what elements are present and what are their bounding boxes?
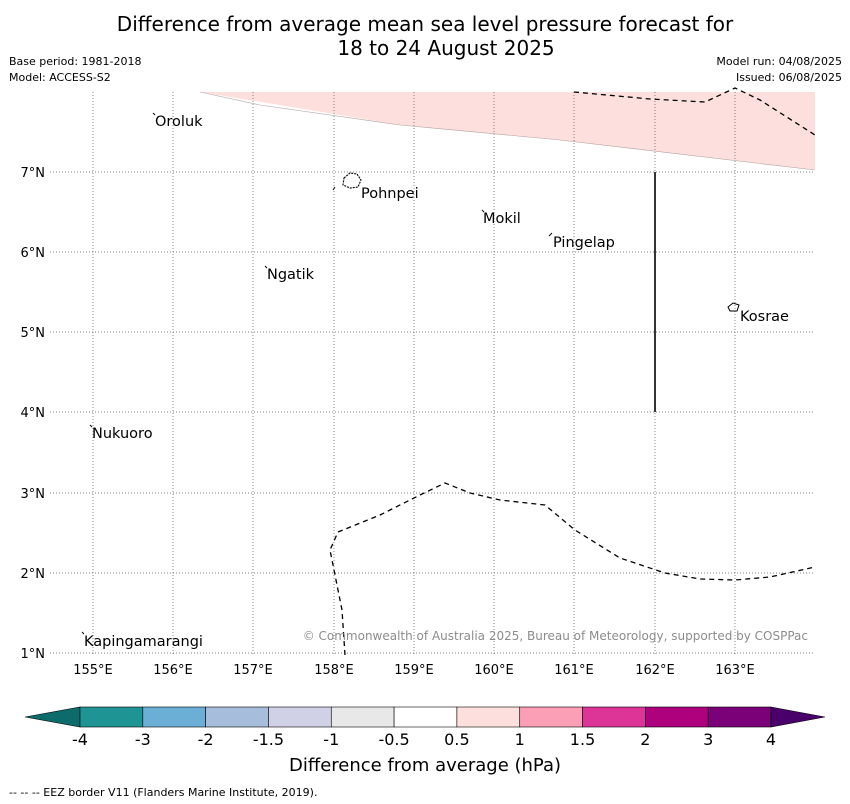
colorbar-segment	[79, 706, 144, 728]
colorbar-segment	[393, 706, 458, 728]
colorbar-segment	[205, 706, 269, 728]
colorbar-segment	[330, 706, 395, 728]
map: Oroluk Pohnpei Mokil Pingelap Ngatik Kos…	[21, 87, 816, 678]
colorbar-tick-label: 0.5	[444, 730, 470, 749]
place-label: Nukuoro	[92, 426, 153, 442]
lat-tick-labels: 7°N 6°N 5°N 4°N 3°N 2°N 1°N	[21, 166, 46, 662]
lat-tick: 6°N	[21, 246, 46, 261]
colorbar-tick-label: 3	[703, 730, 714, 749]
colorbar-tick-label: 1	[514, 730, 525, 749]
atoll-markers	[81, 112, 553, 635]
meta-right: Model run: 04/08/2025 Issued: 06/08/2025	[716, 54, 842, 86]
title-line-2: 18 to 24 August 2025	[337, 36, 555, 60]
colorbar-segment	[582, 706, 646, 728]
place-label: Pingelap	[553, 235, 615, 251]
lon-tick: 157°E	[233, 663, 273, 678]
base-period: Base period: 1981-2018	[9, 55, 142, 68]
map-title: Difference from average mean sea level p…	[0, 12, 850, 60]
lat-tick: 4°N	[21, 406, 46, 421]
colorbar-tick-label: -2	[197, 730, 214, 749]
copyright-credit: © Commonwealth of Australia 2025, Bureau…	[303, 629, 808, 643]
colorbar-segment	[707, 706, 772, 728]
colorbar-segments	[24, 706, 826, 728]
pohnpei-island	[342, 172, 362, 189]
colorbar-title: Difference from average (hPa)	[288, 755, 562, 776]
title-line-1: Difference from average mean sea level p…	[116, 12, 734, 36]
lon-tick: 163°E	[715, 663, 755, 678]
colorbar	[24, 706, 826, 728]
lat-tick: 2°N	[21, 567, 46, 582]
meta-left: Base period: 1981-2018 Model: ACCESS-S2	[9, 54, 141, 86]
colorbar-segment	[268, 706, 332, 728]
kosrae-island	[727, 302, 740, 312]
place-label: Oroluk	[155, 114, 203, 130]
lon-tick: 160°E	[474, 663, 514, 678]
lat-tick: 1°N	[21, 647, 46, 662]
graticule	[50, 92, 815, 655]
model-name: Model: ACCESS-S2	[9, 71, 111, 84]
eez-footnote: -- -- -- EEZ border V11 (Flanders Marine…	[9, 786, 318, 799]
lat-tick: 7°N	[21, 166, 46, 181]
place-label: Pohnpei	[361, 186, 419, 202]
lon-tick: 161°E	[554, 663, 594, 678]
place-label: Mokil	[483, 211, 521, 227]
positive-anomaly-region	[200, 92, 815, 170]
colorbar-segment	[456, 706, 521, 728]
lon-tick: 155°E	[73, 663, 113, 678]
colorbar-segment	[142, 706, 206, 728]
colorbar-tick-label: -1.5	[252, 730, 285, 749]
eez-borders	[329, 87, 816, 656]
lon-tick: 162°E	[635, 663, 675, 678]
place-label: Kapingamarangi	[84, 634, 203, 650]
colorbar-tick-label: -1	[323, 730, 340, 749]
place-label: Kosrae	[740, 309, 789, 325]
colorbar-arrow-low	[24, 706, 81, 728]
colorbar-tick-label: -3	[134, 730, 151, 749]
lon-tick: 159°E	[394, 663, 434, 678]
lat-tick: 3°N	[21, 487, 46, 502]
lon-tick-labels: 155°E 156°E 157°E 158°E 159°E 160°E 161°…	[73, 663, 755, 678]
lon-tick: 158°E	[314, 663, 354, 678]
colorbar-tick-label: 1.5	[569, 730, 596, 749]
colorbar-tick-label: 2	[640, 730, 651, 749]
colorbar-tick-label: -0.5	[378, 730, 410, 749]
model-run: Model run: 04/08/2025	[716, 55, 842, 68]
lat-tick: 5°N	[21, 326, 46, 341]
anomaly-region-edge	[199, 91, 816, 171]
place-label: Ngatik	[267, 267, 315, 283]
colorbar-tick-label: 4	[765, 730, 777, 749]
lon-tick: 156°E	[153, 663, 193, 678]
colorbar-arrow-high	[770, 706, 826, 728]
colorbar-tick-label: -4	[72, 730, 88, 749]
issued-date: Issued: 06/08/2025	[735, 71, 842, 84]
colorbar-segment	[645, 706, 709, 728]
colorbar-segment	[519, 706, 583, 728]
